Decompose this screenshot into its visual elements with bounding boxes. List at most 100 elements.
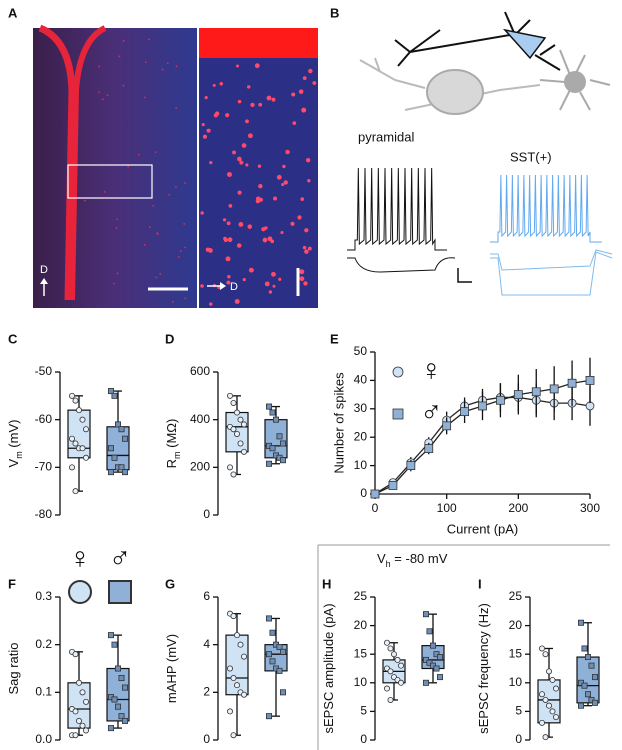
marker [265,460,272,467]
cell [312,81,317,85]
cell [247,133,253,139]
cell [172,300,174,303]
marker [276,667,283,674]
y-tick-label: 15 [509,646,523,660]
marker [83,698,90,705]
y-tick-label: 20 [354,429,368,443]
axis-label: Vm (mV) [6,420,24,468]
marker [269,445,276,452]
cell [264,226,268,230]
marker [279,648,286,655]
cell [212,83,216,87]
cell [236,243,242,248]
label-part: R [164,459,179,468]
cell [290,221,295,226]
marker [230,613,237,620]
x-tick-label: 300 [580,501,600,515]
marker [240,653,247,660]
marker [387,696,394,703]
cell [200,211,204,215]
marker [436,674,443,681]
marker [108,445,115,452]
cell [204,96,208,100]
cell [79,69,82,72]
marker [276,644,283,651]
axis-label: Rm (MΩ) [164,419,182,469]
cell [112,282,115,285]
marker [79,689,86,696]
marker [279,440,286,447]
marker [72,651,79,658]
cell [156,232,159,234]
cell [122,84,125,87]
cell [302,76,307,81]
marker [226,464,233,471]
cell [225,256,231,262]
marker [79,445,86,452]
marker [118,426,125,433]
marker [111,696,118,703]
direction-label: D [40,264,48,276]
cell [226,172,232,178]
y-tick-label: 25 [354,589,368,603]
y-tick-label: 0 [360,486,367,500]
marker [122,469,129,476]
marker [230,675,237,682]
marker [553,714,560,721]
x-tick-label: 200 [508,501,528,515]
marker [388,481,398,490]
cell-label: pyramidal [358,129,414,144]
cell [115,227,118,229]
x-tick-label: 100 [437,501,457,515]
cell [144,61,147,63]
cell [213,113,218,118]
y-tick-label: 400 [190,412,210,426]
marker [394,656,401,663]
cell [226,280,231,285]
marker [230,399,237,406]
panel-label: A [8,5,18,20]
cell [154,151,157,154]
cell [225,113,230,118]
cell [237,156,242,162]
label-part: (mV) [6,420,21,452]
marker [546,702,553,709]
marker [69,435,76,442]
cell [219,81,224,86]
marker [592,674,599,681]
cell [155,276,158,279]
cell [236,64,240,68]
marker [424,444,434,453]
marker [83,727,90,734]
axis-label: Number of spikes [331,372,346,474]
y-tick-label: 10 [354,675,368,689]
axis-label: sEPSC frequency (Hz) [476,603,491,734]
marker [72,440,79,447]
axis-label: sEPSC amplitude (pA) [321,603,336,733]
marker [549,676,556,683]
red-stripe [69,25,107,301]
marker [118,675,125,682]
trace [347,257,456,273]
y-tick-label: 4 [203,637,210,651]
cell [208,248,213,253]
micrograph [33,28,197,308]
marker [265,713,272,720]
marker [549,384,559,394]
marker [546,668,553,675]
trace [347,167,447,251]
cells [79,38,317,306]
marker [276,433,283,440]
marker [230,471,237,478]
marker [76,717,83,724]
marker [72,708,79,715]
marker [553,685,560,692]
y-tick-label: 15 [354,646,368,660]
cell [257,164,262,168]
y-tick-label: 5 [360,704,367,718]
cell [222,218,227,222]
marker [269,658,276,665]
marker [240,448,247,455]
